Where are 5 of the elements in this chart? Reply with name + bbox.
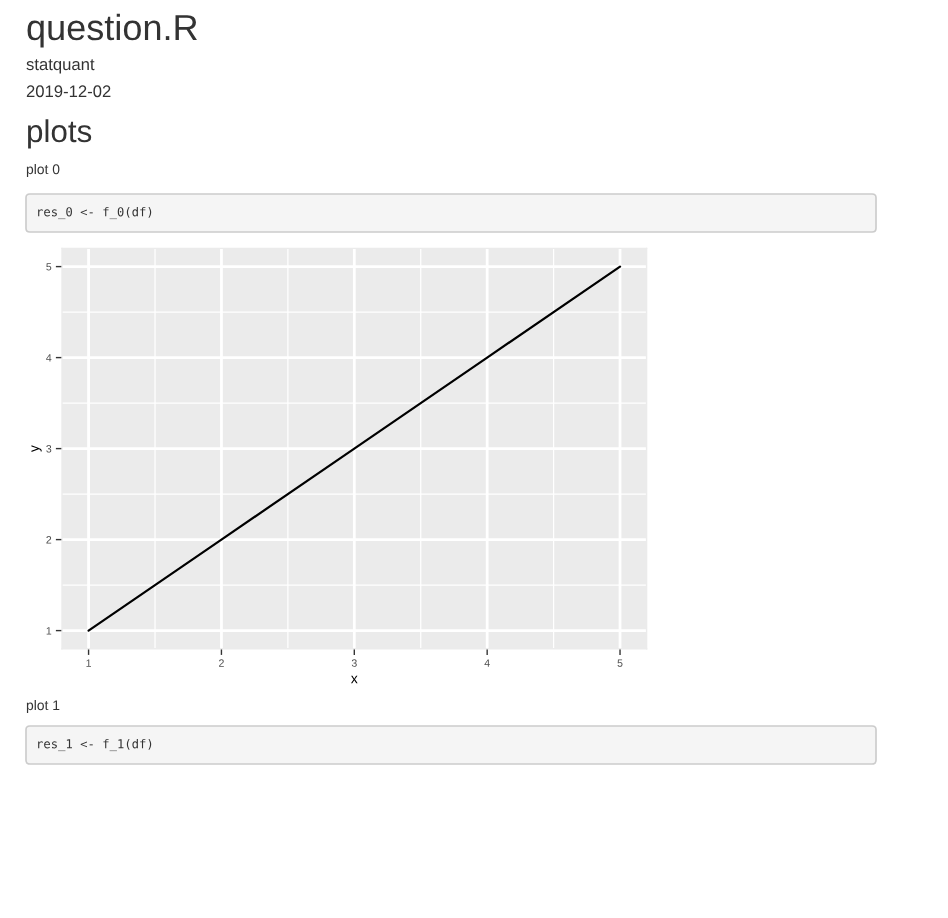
line-series — [87, 265, 622, 632]
text: 2019-12-02 — [26, 85, 111, 98]
chart-subtitle: statquant — [26, 59, 95, 74]
text: plots — [28, 119, 92, 149]
chart-title: question.R — [27, 13, 197, 48]
